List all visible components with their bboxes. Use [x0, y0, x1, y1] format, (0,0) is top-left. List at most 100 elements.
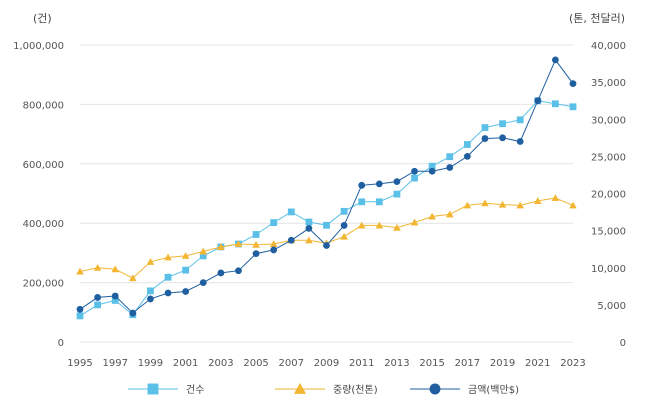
series-line — [79, 197, 574, 279]
data-point — [129, 274, 137, 282]
data-point — [340, 222, 348, 229]
x-tick-label: 2011 — [349, 358, 374, 369]
data-point — [358, 198, 366, 206]
series-1 — [76, 194, 577, 282]
left-tick-label: 600,000 — [23, 160, 64, 171]
data-point — [481, 199, 489, 207]
data-point — [182, 288, 190, 295]
x-tick-label: 2013 — [384, 358, 409, 369]
legend-item: 금액(백만$) — [410, 383, 519, 396]
data-point — [111, 297, 119, 304]
data-point — [410, 218, 419, 226]
legend-marker — [429, 383, 441, 395]
data-point — [446, 164, 454, 171]
x-tick-label: 2005 — [243, 358, 268, 369]
data-point — [270, 219, 278, 227]
data-point — [534, 97, 542, 105]
right-tick-label: 35,000 — [591, 78, 626, 89]
data-point — [428, 167, 436, 175]
data-point — [569, 201, 577, 209]
right-tick-label: 25,000 — [591, 152, 626, 163]
data-point — [94, 301, 102, 309]
data-point — [445, 210, 454, 218]
data-point — [481, 124, 489, 131]
data-point — [428, 162, 436, 170]
data-point — [235, 267, 242, 275]
data-point — [252, 250, 260, 258]
data-point — [516, 201, 524, 209]
data-point — [93, 263, 102, 271]
x-tick-label: 2023 — [560, 358, 585, 369]
data-point — [516, 138, 524, 145]
x-tick-label: 2007 — [279, 358, 304, 369]
left-tick-label: 200,000 — [23, 279, 64, 290]
data-point — [181, 252, 190, 259]
data-point — [270, 246, 278, 254]
data-point — [463, 152, 471, 160]
x-tick-label: 2001 — [173, 358, 198, 369]
x-axis-ticks: 1995 1997 1999 2001 2003 2005 2007 2009 2011 2013… — [67, 358, 585, 369]
data-point — [164, 289, 172, 297]
data-point — [252, 240, 260, 248]
data-point — [146, 258, 155, 265]
data-point — [411, 174, 418, 182]
x-tick-label: 2009 — [314, 358, 339, 369]
legend-item: 중량(천톤) — [275, 382, 378, 396]
data-point — [340, 232, 348, 240]
data-point — [340, 207, 348, 215]
data-point — [516, 116, 524, 124]
data-point — [269, 240, 278, 248]
data-point — [533, 197, 542, 204]
left-tick-label: 800,000 — [23, 100, 64, 111]
data-point — [393, 223, 401, 231]
series-line — [79, 58, 574, 314]
data-point — [164, 253, 172, 261]
legend-item: 건수 — [128, 383, 204, 396]
left-tick-label: 1,000,000 — [13, 41, 64, 52]
right-tick-label: 15,000 — [591, 227, 626, 238]
data-point — [551, 56, 559, 64]
legend-marker — [147, 383, 159, 395]
data-point — [323, 221, 330, 229]
right-tick-label: 40,000 — [591, 41, 626, 52]
data-point — [498, 200, 507, 208]
data-point — [428, 212, 436, 220]
data-point — [463, 141, 471, 148]
data-point — [199, 247, 208, 255]
data-point — [199, 279, 207, 286]
right-axis-unit: (톤, 천달러) — [569, 11, 625, 25]
data-point — [393, 178, 401, 186]
data-point — [411, 167, 418, 175]
series-2 — [76, 56, 577, 317]
data-point — [357, 221, 366, 229]
x-tick-label: 1997 — [102, 358, 127, 369]
data-point — [499, 134, 506, 142]
data-point — [76, 267, 84, 275]
data-point — [375, 198, 383, 206]
x-tick-label: 1999 — [138, 358, 163, 369]
x-tick-label: 2015 — [419, 358, 444, 369]
data-point — [481, 135, 489, 142]
plot-series — [76, 56, 577, 320]
data-point — [358, 181, 366, 189]
legend-label: 금액(백만$) — [468, 384, 519, 396]
legend: 건수 중량(천톤) 금액(백만$) — [128, 382, 519, 396]
data-point — [217, 269, 225, 277]
data-point — [147, 287, 154, 295]
right-tick-label: 0 — [620, 338, 626, 349]
data-point — [569, 80, 577, 88]
data-point — [217, 243, 225, 250]
x-tick-label: 1995 — [67, 358, 92, 369]
data-point — [393, 190, 401, 198]
data-point — [305, 224, 313, 232]
left-tick-label: 400,000 — [23, 219, 64, 230]
data-point — [305, 236, 313, 244]
data-point — [147, 295, 154, 303]
right-tick-label: 5,000 — [597, 301, 626, 312]
legend-marker — [293, 382, 307, 394]
data-point — [76, 305, 84, 313]
data-point — [199, 252, 207, 260]
data-point — [234, 240, 243, 248]
right-axis-ticks: 0 5,000 10,000 15,000 20,000 25,000 30,000 35,0… — [591, 41, 626, 349]
data-point — [375, 221, 384, 229]
